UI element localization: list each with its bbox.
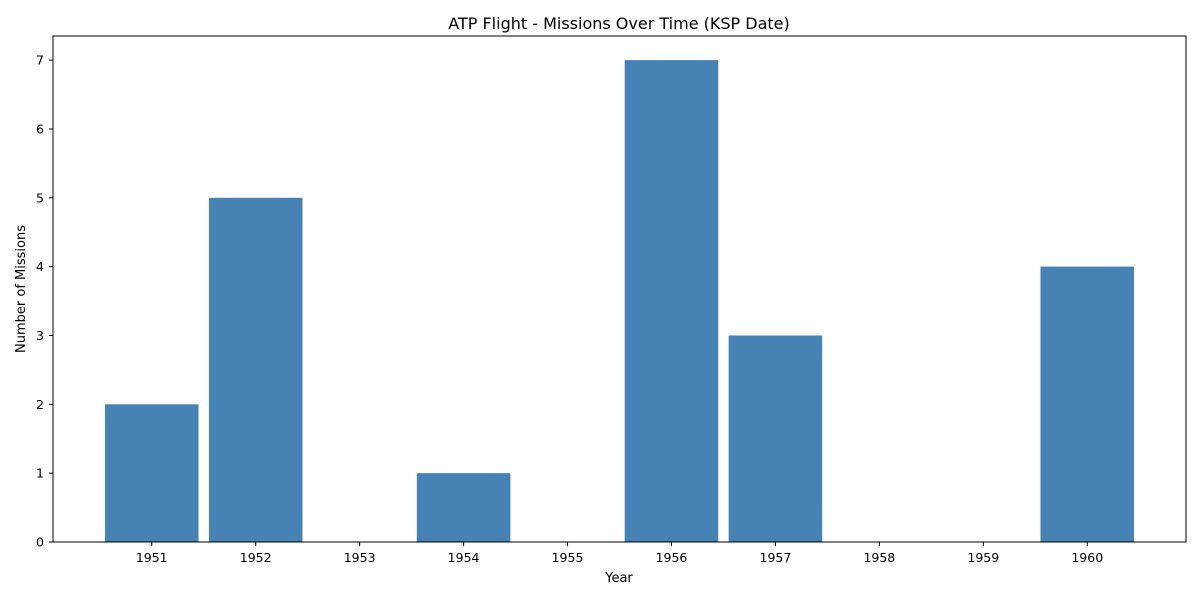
y-tick-label-4: 4 xyxy=(36,259,44,274)
y-tick-label-2: 2 xyxy=(36,397,44,412)
bar-1951 xyxy=(104,404,199,542)
x-tick-label-1958: 1958 xyxy=(863,550,895,565)
bar-1952 xyxy=(208,197,303,542)
x-tick-label-1956: 1956 xyxy=(656,550,688,565)
bar-1956 xyxy=(624,60,719,542)
bar-1957 xyxy=(728,335,823,542)
x-tick-label-1951: 1951 xyxy=(136,550,168,565)
y-tick-label-1: 1 xyxy=(36,466,44,481)
y-axis-label: Number of Missions xyxy=(14,225,29,353)
x-tick-label-1955: 1955 xyxy=(552,550,584,565)
x-tick-label-1960: 1960 xyxy=(1071,550,1103,565)
y-tick-label-3: 3 xyxy=(36,328,44,343)
y-tick-label-7: 7 xyxy=(36,53,44,68)
bars-layer xyxy=(104,60,1135,542)
x-tick-label-1954: 1954 xyxy=(448,550,480,565)
y-tick-label-0: 0 xyxy=(36,535,44,550)
x-tick-label-1953: 1953 xyxy=(344,550,376,565)
x-tick-label-1959: 1959 xyxy=(967,550,999,565)
x-axis-label: Year xyxy=(604,571,633,586)
chart-title: ATP Flight - Missions Over Time (KSP Dat… xyxy=(448,14,789,33)
x-tick-label-1957: 1957 xyxy=(760,550,792,565)
axes-layer: 1951 1952 1953 1954 1955 1956 1957 1958 1959 1960… xyxy=(36,35,1187,565)
bar-1954 xyxy=(416,473,511,542)
plot-frame xyxy=(52,35,1187,543)
bar-1960 xyxy=(1040,266,1135,542)
y-tick-label-6: 6 xyxy=(36,121,44,136)
x-tick-label-1952: 1952 xyxy=(240,550,272,565)
y-tick-label-5: 5 xyxy=(36,190,44,205)
